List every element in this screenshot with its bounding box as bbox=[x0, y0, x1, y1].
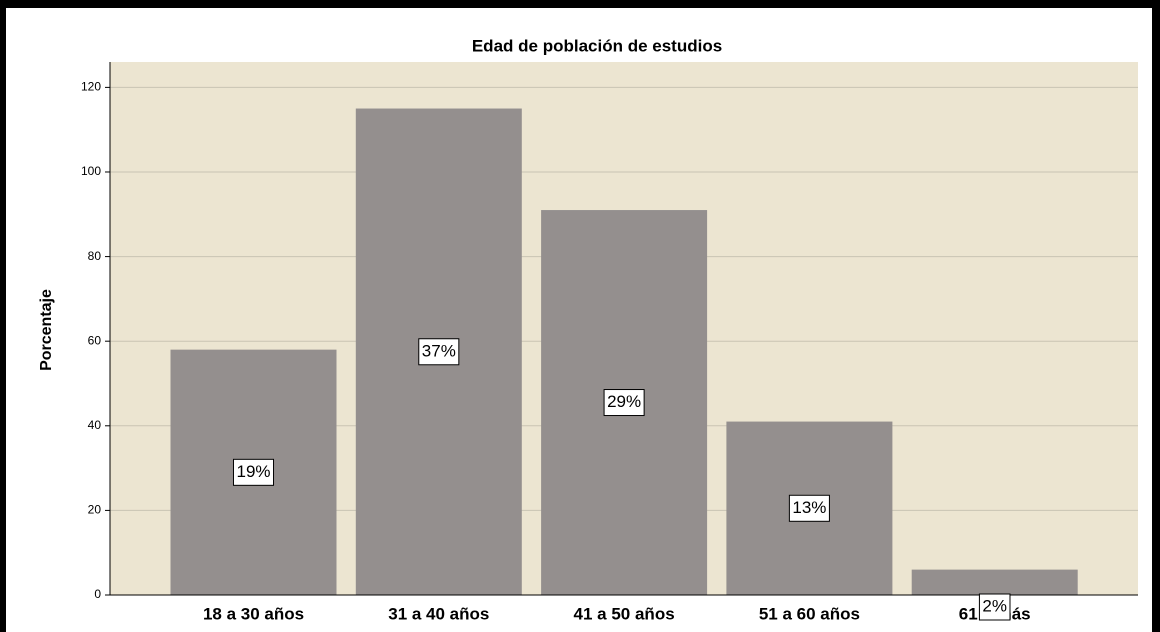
y-tick-label: 20 bbox=[88, 503, 102, 517]
y-tick-label: 60 bbox=[88, 333, 102, 347]
bar-label: 13% bbox=[792, 498, 826, 517]
bar-label: 2% bbox=[982, 596, 1007, 615]
x-tick-label: 18 a 30 años bbox=[203, 604, 304, 623]
y-tick-label: 80 bbox=[88, 249, 102, 263]
bar-label: 29% bbox=[607, 392, 641, 411]
bar-label-box bbox=[788, 494, 830, 522]
y-tick-label: 120 bbox=[81, 80, 101, 94]
bar bbox=[911, 569, 1078, 595]
bar-label-box bbox=[603, 389, 645, 417]
x-tick-label: 41 a 50 años bbox=[574, 604, 675, 623]
chart: Edad de población de estudios Porcentaje… bbox=[38, 36, 1138, 623]
bar-label-box bbox=[418, 338, 460, 366]
x-tick-label: 31 a 40 años bbox=[388, 604, 489, 623]
bar-label: 37% bbox=[422, 341, 456, 360]
y-tick-label: 100 bbox=[81, 164, 101, 178]
y-tick-label: 40 bbox=[88, 418, 102, 432]
bar-label-box bbox=[232, 458, 275, 486]
bar-label: 19% bbox=[236, 462, 270, 481]
x-tick-label: 51 a 60 años bbox=[759, 604, 860, 623]
bar-label-box bbox=[978, 593, 1011, 621]
chart-title: Edad de población de estudios bbox=[472, 36, 722, 55]
y-axis-label: Porcentaje bbox=[38, 289, 55, 371]
y-tick-label: 0 bbox=[94, 587, 101, 601]
